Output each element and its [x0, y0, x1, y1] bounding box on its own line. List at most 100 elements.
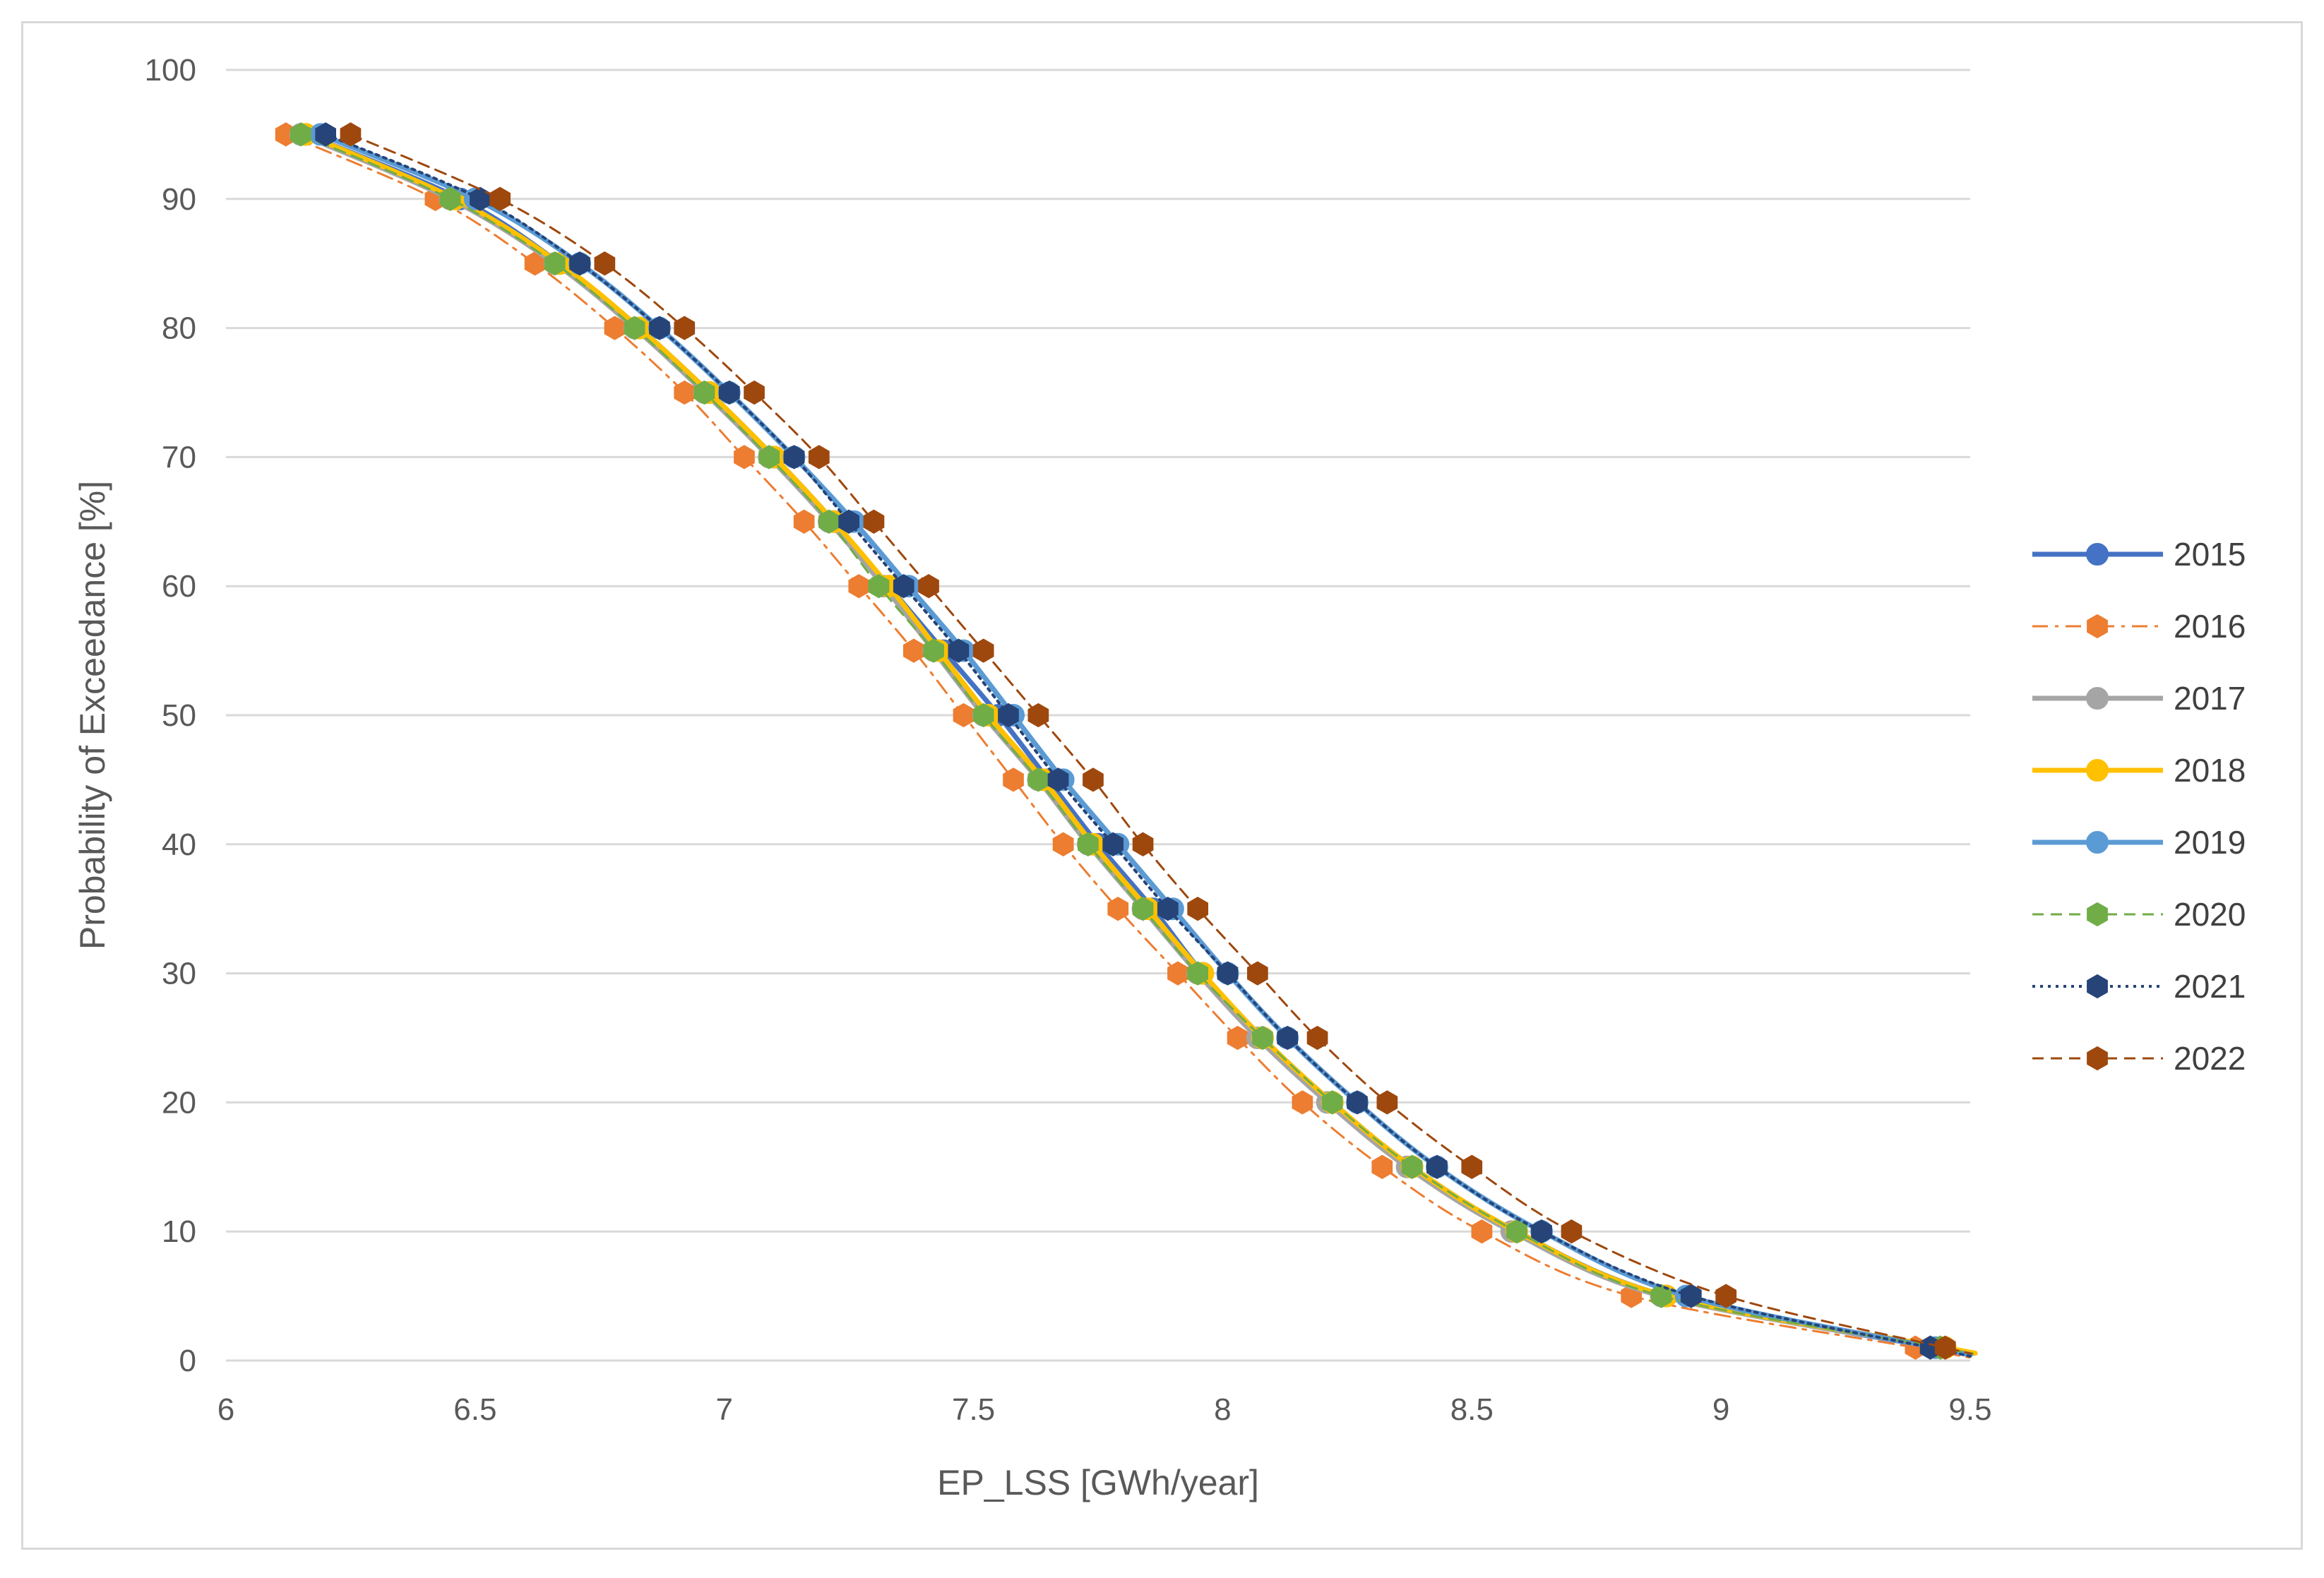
legend-item-2022: 2022 [2032, 1040, 2246, 1077]
data-point [315, 122, 336, 147]
data-point [290, 122, 311, 147]
data-point [718, 380, 740, 405]
series-2020 [290, 122, 1974, 1360]
legend-marker [2086, 759, 2109, 782]
y-tick-label: 80 [162, 311, 196, 346]
legend-label: 2016 [2174, 608, 2246, 645]
data-point [1376, 1090, 1398, 1115]
chart-frame: 0 10 20 30 40 50 60 70 80 90 100 6 6.5 7 7.5 8 8.5 9 9.5 2… [21, 21, 2303, 1550]
data-point [1426, 1154, 1448, 1179]
data-point [649, 316, 670, 340]
legend-item-2021: 2021 [2032, 968, 2246, 1005]
data-point [624, 316, 645, 340]
x-tick-label: 9 [1712, 1392, 1729, 1427]
y-tick-label: 30 [162, 957, 196, 991]
data-point [923, 638, 944, 663]
data-point [734, 445, 755, 470]
data-point [1471, 1219, 1493, 1244]
legend-marker [2086, 543, 2109, 566]
legend-label: 2015 [2174, 536, 2246, 573]
x-tick-label: 8.5 [1450, 1392, 1494, 1427]
data-point [1934, 1335, 1956, 1360]
legend-item-2015: 2015 [2032, 536, 2246, 573]
data-point [1052, 832, 1074, 856]
data-point [1247, 961, 1268, 986]
data-point [489, 186, 511, 211]
y-tick-label: 10 [162, 1214, 196, 1249]
data-point [1252, 1025, 1273, 1051]
data-point [948, 638, 970, 663]
data-point [1003, 767, 1024, 792]
y-tick-label: 40 [162, 827, 196, 862]
y-axis-title: Probability of Exceedance [%] [73, 481, 112, 950]
series-group [275, 122, 1978, 1360]
x-tick-label: 9.5 [1948, 1392, 1991, 1427]
series-2022 [340, 122, 1973, 1360]
data-point [674, 380, 696, 405]
data-point [1083, 767, 1104, 792]
x-tick-label: 7 [715, 1392, 732, 1427]
data-point [744, 380, 765, 405]
data-point [972, 638, 994, 663]
x-tick-label: 8 [1214, 1392, 1231, 1427]
series-2017 [289, 123, 1975, 1359]
data-point [972, 703, 994, 728]
legend-item-2017: 2017 [2032, 680, 2246, 717]
data-point [758, 445, 780, 470]
legend-marker [2087, 902, 2108, 927]
axes: 0 10 20 30 40 50 60 70 80 90 100 6 6.5 7 7.5 8 8.5 9 9.5 [145, 53, 1992, 1427]
legend-label: 2020 [2174, 896, 2246, 933]
data-point [1187, 897, 1208, 921]
data-point [1047, 767, 1069, 792]
data-point [1132, 832, 1154, 856]
data-point [1167, 961, 1188, 986]
series-line [298, 131, 1975, 1356]
data-point [604, 316, 626, 340]
data-point [1561, 1219, 1583, 1244]
series-2015 [294, 123, 1973, 1359]
legend-label: 2022 [2174, 1040, 2246, 1077]
series-2021 [315, 122, 1972, 1360]
legend-marker [2087, 974, 2108, 999]
legend-label: 2019 [2174, 824, 2246, 861]
data-point [1132, 897, 1154, 921]
data-point [1027, 703, 1049, 728]
data-point [1107, 897, 1129, 921]
data-point [1217, 961, 1239, 986]
data-point [1401, 1154, 1423, 1179]
legend-marker [2087, 614, 2108, 639]
data-point [1277, 1025, 1298, 1051]
series-2016 [275, 122, 1972, 1360]
series-line [324, 133, 1972, 1358]
data-point [693, 380, 715, 405]
y-tick-label: 100 [145, 53, 196, 88]
data-point [848, 574, 870, 599]
legend-item-2016: 2016 [2032, 608, 2246, 645]
data-point [569, 251, 590, 276]
data-point [340, 122, 362, 147]
data-point [1461, 1154, 1483, 1179]
data-point [838, 509, 859, 534]
data-point [1292, 1090, 1313, 1115]
data-point [918, 574, 939, 599]
data-point [1227, 1025, 1249, 1051]
data-point [1078, 832, 1099, 856]
series-line [303, 131, 1973, 1357]
data-point [470, 186, 491, 211]
series-line [285, 133, 1972, 1359]
legend-item-2019: 2019 [2032, 824, 2246, 861]
data-point [793, 509, 815, 534]
data-point [1157, 897, 1179, 921]
y-tick-label: 70 [162, 440, 196, 474]
data-point [1506, 1219, 1527, 1244]
legend: 2015 2016 2017 2018 2019 2020 2021 2022 [2032, 536, 2246, 1077]
x-tick-label: 7.5 [952, 1392, 995, 1427]
data-point [544, 251, 566, 276]
legend-marker [2086, 687, 2109, 710]
data-point [863, 509, 885, 534]
line-chart: 0 10 20 30 40 50 60 70 80 90 100 6 6.5 7 7.5 8 8.5 9 9.5 2… [73, 53, 2246, 1502]
data-point [1306, 1025, 1328, 1051]
legend-item-2020: 2020 [2032, 896, 2246, 933]
data-point [1347, 1090, 1368, 1115]
data-point [783, 445, 805, 470]
